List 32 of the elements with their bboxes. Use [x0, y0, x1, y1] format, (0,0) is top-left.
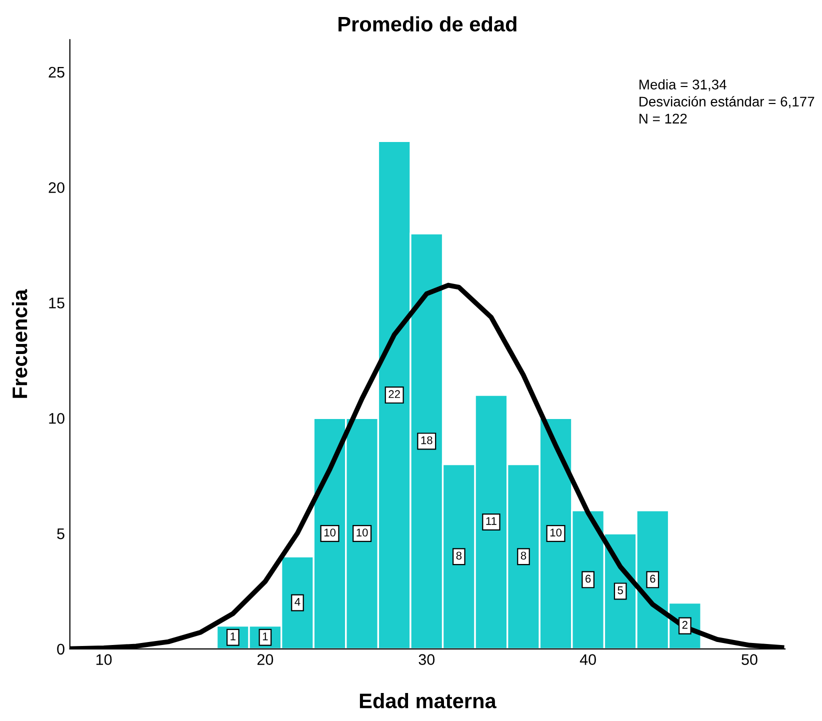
x-tick-label: 50: [742, 654, 758, 665]
data-label: 4: [294, 598, 300, 606]
data-label: 10: [356, 528, 368, 536]
annotation: Desviación estándar = 6,177: [640, 96, 814, 108]
y-tick-label: 0: [57, 644, 64, 655]
y-tick-label: 25: [48, 66, 64, 78]
annotation: N = 122: [640, 114, 687, 124]
data-label: 6: [586, 574, 591, 583]
data-label: 1: [230, 632, 236, 640]
data-label: 8: [520, 552, 526, 560]
y-tick-label: 20: [48, 182, 64, 194]
data-label: 10: [550, 528, 562, 536]
y-tick-label: 15: [49, 298, 64, 308]
data-label: 10: [324, 528, 336, 536]
data-label: 8: [456, 552, 462, 560]
x-tick-label: 10: [96, 654, 112, 665]
y-tick-label: 10: [49, 412, 64, 424]
y-tick-label: 5: [57, 528, 64, 540]
x-axis-title: Edad materna: [360, 693, 496, 708]
chart-title: Promedio de edad: [338, 16, 516, 32]
annotation: Media = 31,34: [640, 79, 726, 92]
x-tick-label: 40: [580, 654, 596, 665]
data-label: 2: [682, 620, 688, 629]
data-label: 1: [262, 632, 268, 640]
data-label: 22: [388, 390, 400, 398]
data-label: 11: [486, 517, 496, 525]
x-tick-label: 20: [257, 654, 274, 665]
data-label: 5: [618, 586, 623, 594]
y-axis-title: Frecuencia: [12, 289, 28, 398]
data-label: 6: [650, 574, 656, 583]
x-tick-label: 30: [418, 654, 435, 665]
data-label: 18: [421, 436, 432, 444]
